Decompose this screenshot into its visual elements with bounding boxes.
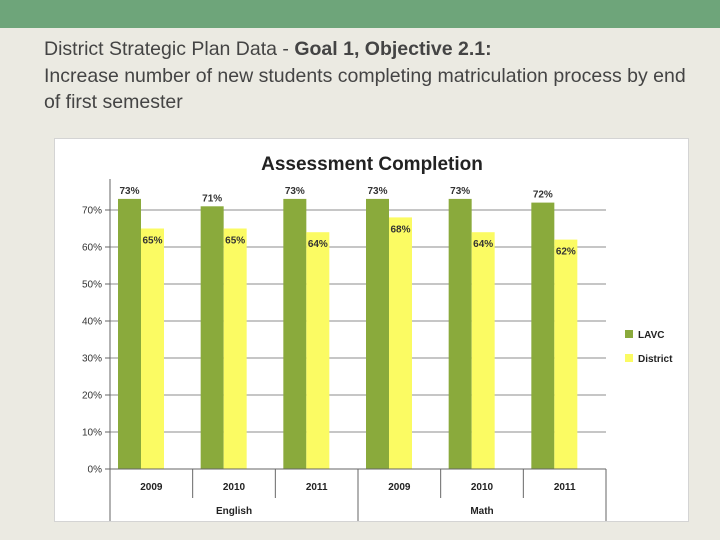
chart-title: Assessment Completion — [261, 154, 483, 175]
data-label-lavc: 73% — [450, 186, 470, 197]
data-label-district: 64% — [308, 239, 328, 250]
data-label-district: 64% — [473, 239, 493, 250]
bar-district — [471, 232, 495, 469]
x-category-label: 2011 — [306, 482, 328, 493]
bar-district — [141, 228, 164, 469]
bar-district — [223, 228, 247, 469]
y-tick-label: 20% — [82, 391, 102, 402]
data-label-district: 68% — [390, 224, 410, 235]
data-label-district: 65% — [225, 236, 245, 247]
legend-label-lavc: LAVC — [638, 330, 664, 341]
x-group-label: English — [216, 506, 252, 517]
x-group-label: Math — [470, 506, 493, 517]
y-tick-label: 60% — [82, 243, 102, 254]
chart-frame: 73% 65% 71% 65% 73% 64% 73% 68% 73% 64% 72% 62% 0% 1… — [54, 138, 689, 522]
data-label-lavc: 73% — [367, 186, 387, 197]
bar-district — [306, 232, 330, 469]
slide-title-prefix: District Strategic Plan Data - — [44, 38, 295, 60]
data-label-district: 65% — [142, 236, 162, 247]
x-category-label: 2009 — [388, 482, 411, 493]
bar-lavc — [366, 198, 389, 469]
legend-swatch-district — [625, 354, 633, 362]
x-category-label: 2011 — [554, 482, 576, 493]
bar-lavc — [448, 198, 472, 469]
y-tick-label: 40% — [82, 317, 102, 328]
x-category-label: 2010 — [471, 482, 494, 493]
bar-lavc — [531, 202, 555, 469]
slide-title-objective: Increase number of new students completi… — [44, 64, 686, 114]
y-tick-label: 50% — [82, 280, 102, 291]
assessment-completion-chart: 73% 65% 71% 65% 73% 64% 73% 68% 73% 64% 72% 62% 0% 1… — [82, 154, 673, 521]
bar-lavc — [118, 198, 141, 469]
slide-title: District Strategic Plan Data - Goal 1, O… — [44, 36, 704, 116]
y-tick-label: 70% — [82, 206, 102, 217]
bars: 73% 65% 71% 65% 73% 64% 73% 68% 73% 64% 72% 62% — [118, 186, 578, 470]
legend-swatch-lavc — [625, 330, 633, 338]
y-tick-label: 30% — [82, 354, 102, 365]
legend-label-district: District — [638, 354, 673, 365]
bar-district — [554, 239, 578, 469]
data-label-lavc: 73% — [119, 186, 139, 197]
legend: LAVC District — [625, 330, 673, 365]
x-category-label: 2010 — [223, 482, 246, 493]
x-category-label: 2009 — [140, 482, 163, 493]
bar-lavc — [283, 198, 307, 469]
data-label-lavc: 72% — [533, 190, 553, 201]
y-tick-label: 10% — [82, 428, 102, 439]
y-tick-label: 0% — [88, 465, 103, 476]
data-label-district: 62% — [556, 247, 576, 258]
slide-title-goal: Goal 1, Objective 2.1: — [294, 38, 492, 60]
data-label-lavc: 73% — [285, 186, 305, 197]
bar-district — [389, 217, 412, 469]
data-label-lavc: 71% — [202, 193, 222, 204]
top-accent-bar — [0, 0, 720, 28]
axes: 0% 10% 20% 30% 40% 50% 60% 70% 2009 2010 2011 2009 2… — [82, 179, 607, 521]
bar-lavc — [200, 206, 224, 470]
gridlines — [110, 209, 606, 433]
